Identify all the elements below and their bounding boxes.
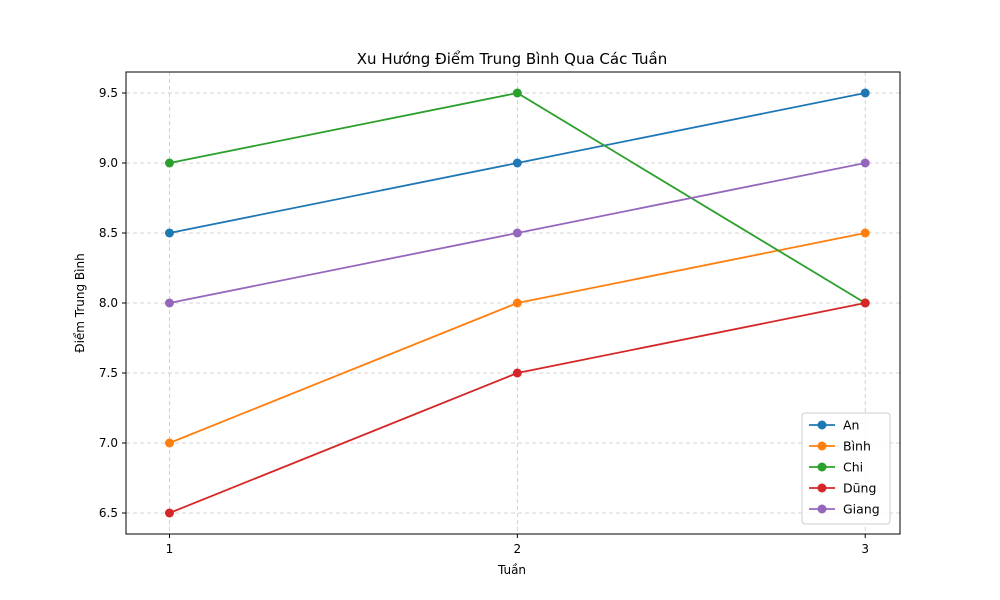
data-point — [860, 158, 870, 168]
series-0 — [164, 88, 870, 238]
y-tick-label: 9.0 — [99, 156, 118, 170]
y-tick-label: 8.0 — [99, 296, 118, 310]
data-point — [512, 368, 522, 378]
y-tick-label: 7.5 — [99, 366, 118, 380]
x-axis-label: Tuần — [497, 563, 526, 577]
series-group — [164, 88, 870, 518]
series-3 — [164, 298, 870, 518]
y-tick-label: 6.5 — [99, 506, 118, 520]
axis-ticks: 1 2 3 6.5 7.0 7.5 8.0 8.5 9.0 9.5 — [99, 86, 869, 556]
legend-label: An — [843, 418, 859, 433]
data-point — [512, 158, 522, 168]
data-point — [860, 228, 870, 238]
x-tick-label: 3 — [861, 542, 869, 556]
legend-marker — [817, 483, 827, 493]
legend-item: An — [809, 418, 859, 433]
legend-item: Dũng — [809, 481, 876, 496]
data-point — [164, 438, 174, 448]
data-point — [512, 228, 522, 238]
data-point — [512, 298, 522, 308]
series-4 — [164, 158, 870, 308]
legend-label: Dũng — [843, 481, 876, 496]
legend-box — [801, 412, 891, 525]
series-1 — [164, 228, 870, 448]
y-tick-label: 7.0 — [99, 436, 118, 450]
legend: An Bình Chi Dũng Giang — [801, 412, 891, 525]
y-tick-label: 8.5 — [99, 226, 118, 240]
legend-marker — [817, 441, 827, 451]
y-axis-label: Điểm Trung Bình — [73, 253, 87, 352]
data-point — [164, 298, 174, 308]
data-point — [860, 88, 870, 98]
data-point — [164, 158, 174, 168]
legend-marker — [817, 462, 827, 472]
legend-item: Chi — [809, 460, 863, 475]
x-tick-label: 2 — [514, 542, 522, 556]
data-point — [860, 298, 870, 308]
legend-marker — [817, 420, 827, 430]
y-tick-label: 9.5 — [99, 86, 118, 100]
legend-label: Chi — [843, 460, 863, 475]
data-point — [164, 508, 174, 518]
legend-marker — [817, 504, 827, 514]
x-tick-label: 1 — [166, 542, 174, 556]
legend-label: Bình — [843, 439, 871, 454]
legend-label: Giang — [843, 502, 880, 517]
legend-item: Giang — [809, 502, 880, 517]
data-point — [164, 228, 174, 238]
data-point — [512, 88, 522, 98]
legend-item: Bình — [809, 439, 871, 454]
chart-title: Xu Hướng Điểm Trung Bình Qua Các Tuần — [357, 50, 667, 68]
